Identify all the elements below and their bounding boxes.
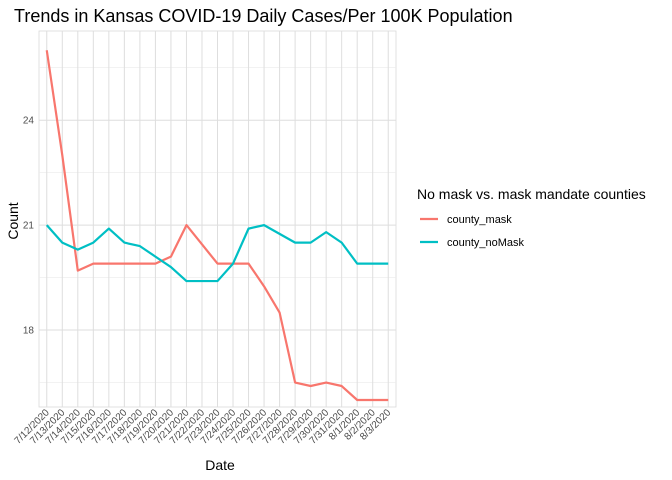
y-tick-label: 18 [23,326,35,337]
series-line-county_mask [45,50,389,402]
series-lines [45,50,389,402]
y-axis: 18 21 24 [23,116,35,337]
y-axis-title: Count [5,202,21,239]
y-tick-label: 21 [23,221,35,232]
chart-title: Trends in Kansas COVID-19 Daily Cases/Pe… [14,6,513,26]
legend: No mask vs. mask mandate counties county… [417,186,646,249]
legend-label-county_noMask: county_noMask [447,237,525,249]
plot-grid [38,30,397,408]
x-axis: 7/12/20207/13/20207/14/20207/15/20207/16… [13,407,394,447]
x-axis-title: Date [205,457,235,473]
y-tick-label: 24 [23,116,35,127]
legend-title: No mask vs. mask mandate counties [417,186,646,202]
series-line-county_noMask [45,224,389,283]
legend-label-county_mask: county_mask [447,214,512,226]
